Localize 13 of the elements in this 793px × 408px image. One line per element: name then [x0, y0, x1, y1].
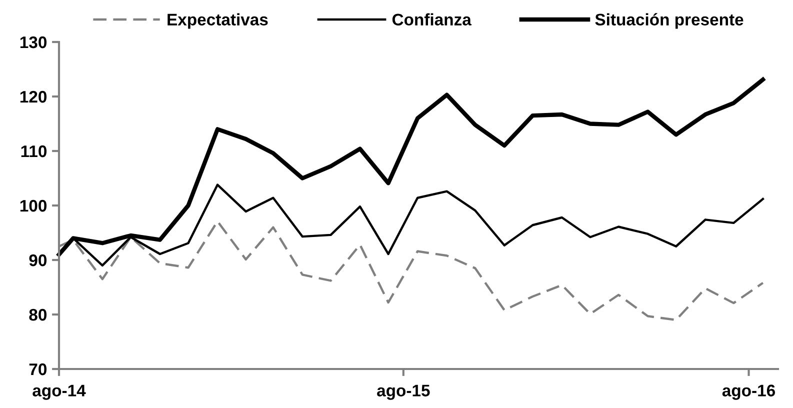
- y-tick-label: 110: [21, 145, 47, 158]
- y-tick-label: 80: [29, 308, 47, 321]
- x-tick-label: ago-16: [722, 384, 776, 400]
- y-tick-label: 120: [20, 90, 47, 103]
- y-tick-label: 100: [20, 200, 47, 212]
- legend-label: Expectativas: [168, 13, 268, 29]
- y-tick-label: 90: [29, 254, 47, 266]
- x-tick-label: ago-15: [377, 384, 430, 400]
- legend-label: Confianza: [392, 13, 472, 26]
- x-tick-label: ago-14: [32, 384, 86, 400]
- y-tick-label: 70: [29, 363, 47, 376]
- legend-label: Situación presente: [595, 13, 744, 29]
- y-tick-label: 130: [20, 36, 47, 48]
